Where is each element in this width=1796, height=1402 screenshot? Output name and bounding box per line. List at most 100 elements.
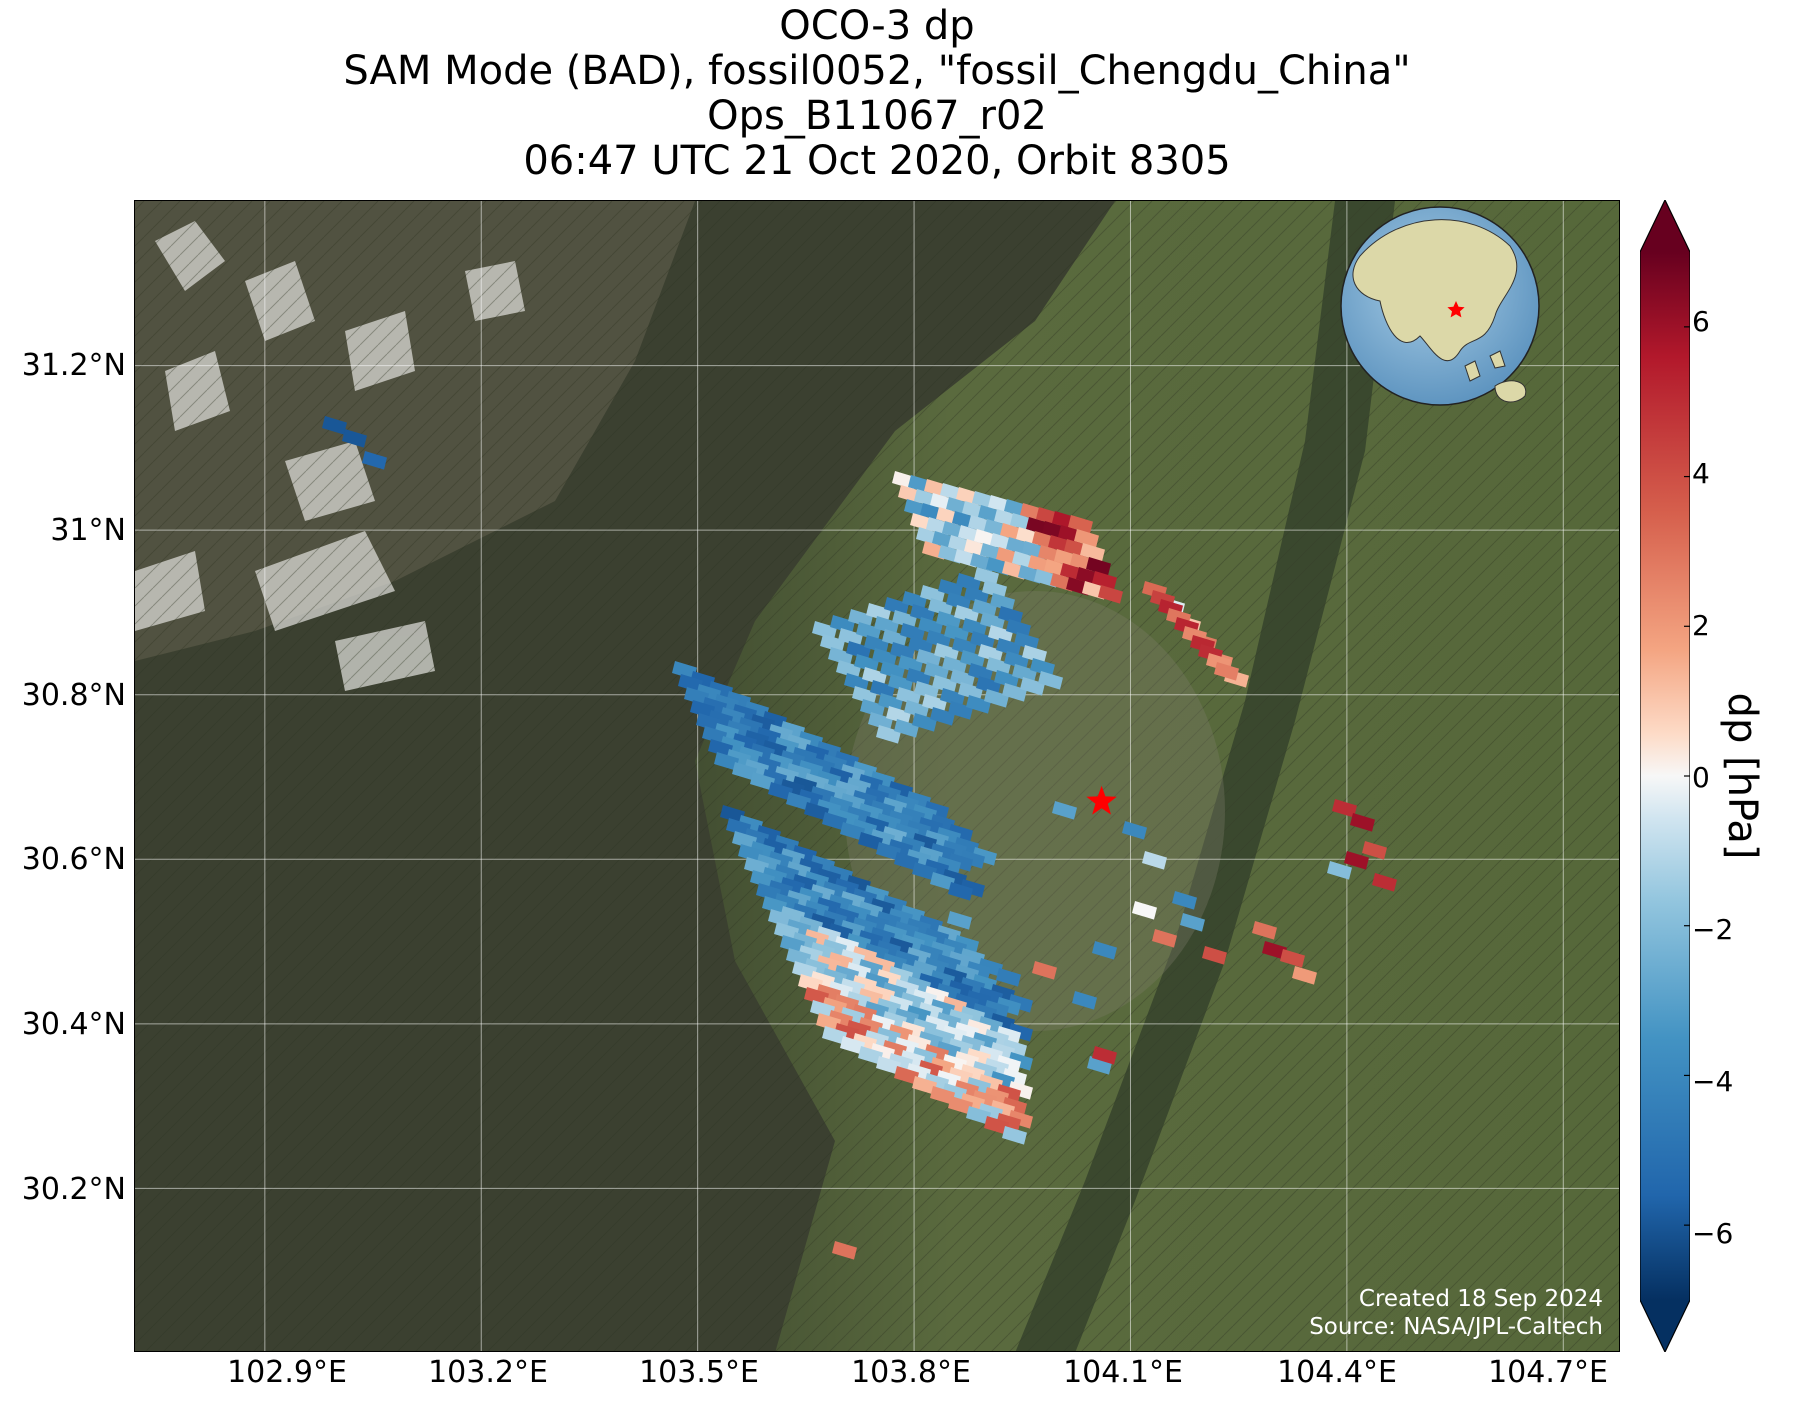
sounding-pixel [990,1042,1015,1061]
sounding-pixel [1012,664,1037,683]
sounding-pixel [882,953,907,972]
sounding-pixel [732,733,757,752]
sounding-pixel [912,862,937,881]
sounding-pixel [960,650,985,669]
sounding-pixel [846,806,871,825]
sounding-pixel [820,634,845,653]
sounding-pixel [756,825,781,844]
sounding-pixel [894,1008,919,1027]
sounding-pixel [978,958,1003,977]
sounding-pixel [966,1019,991,1038]
sounding-pixel [918,1031,943,1050]
sounding-pixel [888,966,913,985]
sounding-pixel [918,817,943,836]
colorbar-extend-max [1640,200,1690,252]
sounding-pixel [876,1027,901,1046]
y-tick-label: 30.6°N [21,842,126,877]
sounding-pixel [858,803,883,822]
sounding-pixel [1008,994,1033,1013]
sounding-pixel [858,930,883,949]
sounding-pixel [942,996,967,1015]
sounding-pixel [834,780,859,799]
graticule [135,201,1619,1351]
sounding-pixel [1092,1046,1117,1065]
sounding-pixel [1008,1081,1033,1100]
sounding-pixel [756,727,781,746]
sounding-pixel [852,819,877,838]
sounding-pixel [780,877,805,896]
sounding-pixel [342,429,367,448]
sounding-pixel [950,669,975,688]
sounding-pixel [948,951,973,970]
sounding-pixel [888,839,913,858]
sounding-pixel [834,878,859,897]
sounding-pixel [942,967,967,986]
sounding-pixel [924,1044,949,1063]
sounding-pixel [702,697,727,716]
sounding-pixel [996,638,1021,657]
sounding-pixel [816,868,841,887]
sounding-pixel [870,680,895,699]
sounding-pixel [972,974,997,993]
sounding-pixel [720,736,745,755]
sounding-pixel [936,1012,961,1031]
sounding-pixel [858,901,883,920]
sounding-pixel [828,1010,853,1029]
sounding-pixel [870,800,895,819]
sounding-pixel [1032,961,1057,980]
sounding-pixel [874,616,899,635]
sounding-pixel [846,641,871,660]
sounding-pixel [798,789,823,808]
sounding-pixel [994,670,1019,689]
sounding-pixel [810,942,835,961]
sounding-pixel [948,824,973,843]
sounding-pixel [894,921,919,940]
sounding-pixel [966,990,991,1009]
sounding-pixel [1008,1052,1033,1071]
sounding-pixel [864,914,889,933]
sounding-pixel [902,591,927,610]
sounding-pixel [762,769,787,788]
sounding-pixel [882,895,907,914]
target-star [1086,785,1117,815]
sounding-pixel [912,804,937,823]
sounding-pixel [756,756,781,775]
sounding-pixel [852,761,877,780]
sounding-pixel [696,713,721,732]
sounding-pixel [942,1054,967,1073]
sounding-pixel [858,774,883,793]
sounding-pixel [750,841,775,860]
sounding-pixel [998,606,1023,625]
sounding-pixel [964,586,989,605]
sounding-pixel [990,593,1015,612]
sounding-pixel [840,949,865,968]
sounding-pixel [866,603,891,622]
globe-australia [1494,380,1527,403]
globe-asia-landmass [1352,219,1518,361]
sounding-pixel [780,721,805,740]
title-line-3: Ops_B11067_r02 [707,93,1047,139]
sounding-pixel [918,846,943,865]
sounding-pixel [738,844,763,863]
sounding-pixel [846,991,871,1010]
colorbar-tick-label: −2 [1692,913,1734,946]
sounding-pixel [1030,658,1055,677]
sounding-pixel [912,1076,937,1095]
colorbar-body [1640,252,1690,1300]
sounding-pixel [996,1026,1021,1045]
sounding-pixel [792,845,817,864]
sounding-pixel [768,724,793,743]
sounding-pixel [828,894,853,913]
sounding-pixel [816,770,841,789]
sounding-pixel [786,734,811,753]
sounding-pixel [836,660,861,679]
sounding-pixel [996,1113,1021,1132]
x-tick-label: 104.7°E [1488,1355,1608,1390]
sounding-pixel [750,772,775,791]
sounding-pixel [732,831,757,850]
sounding-pixel [918,617,943,636]
title-line-1: OCO-3 dp [779,3,975,49]
sounding-pixel [876,813,901,832]
inset-globe [1340,206,1540,406]
sounding-pixel [1172,891,1197,910]
